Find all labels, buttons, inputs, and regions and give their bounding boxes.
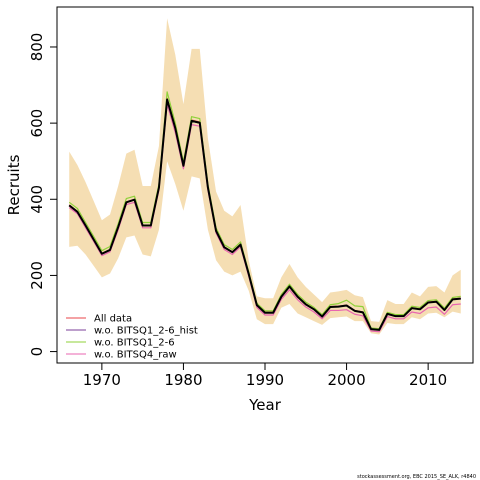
legend-label: w.o. BITSQ1_2-6_hist — [94, 326, 198, 337]
legend-label: w.o. BITSQ4_raw — [94, 350, 177, 361]
legend-label: All data — [94, 314, 132, 325]
x-tick-label: 1980 — [164, 371, 202, 389]
series-line-3 — [68, 91, 461, 330]
y-tick-label: 800 — [28, 33, 46, 62]
y-axis: 0 200 400 600 800 — [28, 33, 58, 357]
confidence-band-layer — [69, 18, 461, 335]
x-tick-label: 1990 — [246, 371, 284, 389]
x-axis-title: Year — [248, 396, 282, 414]
x-tick-label: 2010 — [409, 371, 447, 389]
y-tick-label: 600 — [28, 109, 46, 138]
x-tick-label: 2000 — [327, 371, 365, 389]
y-tick-label: 400 — [28, 185, 46, 214]
y-tick-label: 200 — [28, 261, 46, 290]
series-layer — [68, 91, 461, 333]
footer-credit: stockassessment.org, EBC 2015_SE_ALK, r4… — [357, 474, 476, 480]
confidence-band — [69, 18, 461, 335]
y-axis-title: Recruits — [5, 154, 23, 215]
y-tick-label: 0 — [28, 347, 46, 357]
legend-label: w.o. BITSQ1_2-6 — [94, 338, 175, 349]
series-line-estimate — [68, 98, 461, 331]
x-axis: 1970 1980 1990 2000 2010 — [83, 362, 447, 389]
x-tick-label: 1970 — [83, 371, 121, 389]
